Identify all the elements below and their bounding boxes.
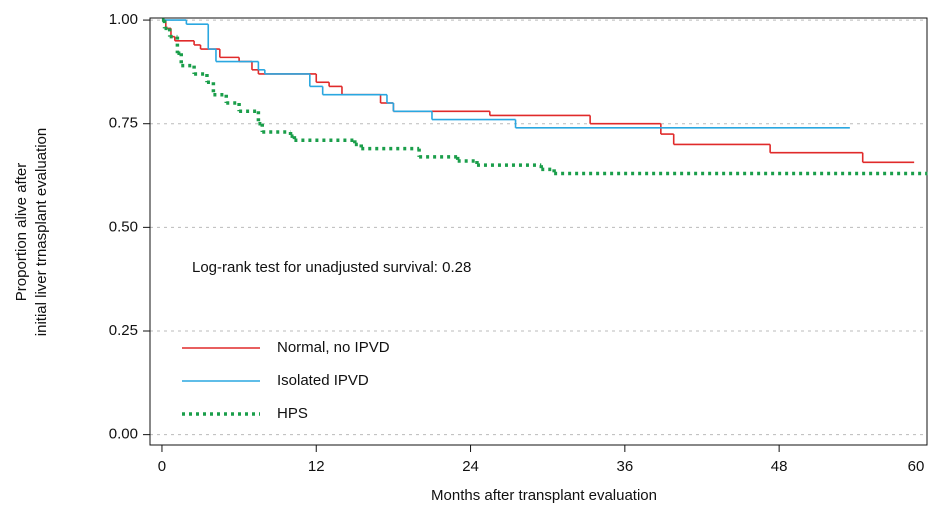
annotation: Log-rank test for unadjusted survival: 0…	[192, 259, 471, 276]
x-tick-label: 0	[158, 458, 166, 475]
legend-label: Normal, no IPVD	[277, 339, 390, 356]
x-tick-label: 36	[616, 458, 633, 475]
plot-frame	[149, 17, 928, 446]
x-tick-label: 60	[908, 458, 925, 475]
x-tick-label: 24	[462, 458, 479, 475]
y-tick-label: 0.00	[109, 426, 138, 443]
y-axis-label: Proportion alive after	[13, 163, 30, 301]
x-axis-label: Months after transplant evaluation	[431, 487, 657, 504]
y-tick-label: 0.75	[109, 115, 138, 132]
series	[161, 19, 850, 129]
x-tick-label: 48	[771, 458, 788, 475]
y-tick-label: 1.00	[109, 11, 138, 28]
y-axis-label: initial liver trnasplant evaluation	[33, 128, 50, 336]
x-tick-label: 12	[308, 458, 325, 475]
series	[161, 19, 915, 164]
legend-label: HPS	[277, 405, 308, 422]
series	[161, 18, 927, 176]
legend-label: Isolated IPVD	[277, 372, 369, 389]
y-tick-label: 0.25	[109, 322, 138, 339]
y-tick-label: 0.50	[109, 218, 138, 235]
